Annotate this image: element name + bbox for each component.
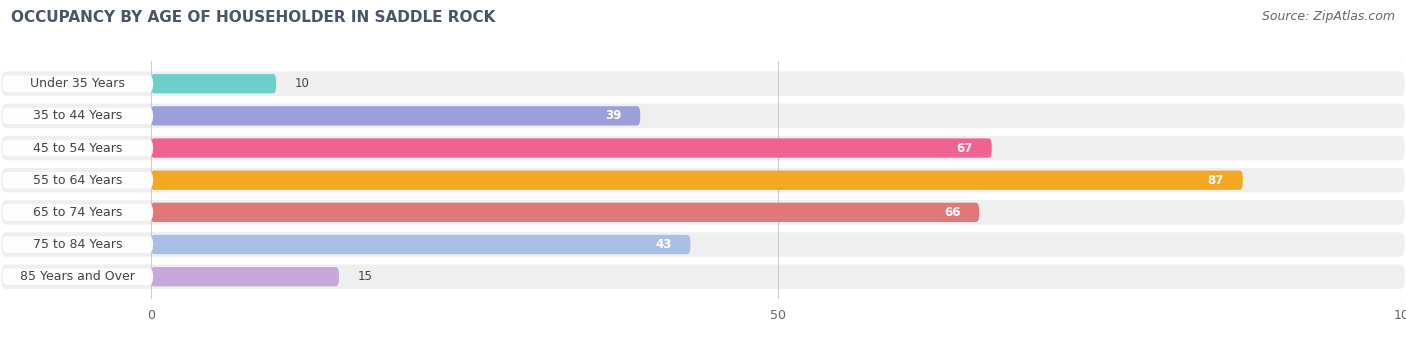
FancyBboxPatch shape (150, 203, 979, 222)
FancyBboxPatch shape (1, 136, 1405, 160)
FancyBboxPatch shape (3, 140, 153, 156)
Text: 10: 10 (295, 77, 309, 90)
Text: 43: 43 (655, 238, 672, 251)
Text: Under 35 Years: Under 35 Years (31, 77, 125, 90)
Text: 85 Years and Over: 85 Years and Over (21, 270, 135, 283)
FancyBboxPatch shape (3, 204, 153, 221)
Text: 35 to 44 Years: 35 to 44 Years (34, 109, 122, 122)
FancyBboxPatch shape (1, 265, 1405, 289)
FancyBboxPatch shape (150, 106, 640, 125)
Text: 75 to 84 Years: 75 to 84 Years (34, 238, 122, 251)
FancyBboxPatch shape (1, 71, 1405, 96)
FancyBboxPatch shape (1, 168, 1405, 192)
FancyBboxPatch shape (1, 200, 1405, 225)
FancyBboxPatch shape (150, 171, 1243, 190)
Text: Source: ZipAtlas.com: Source: ZipAtlas.com (1261, 10, 1395, 23)
FancyBboxPatch shape (3, 269, 153, 285)
FancyBboxPatch shape (150, 138, 991, 158)
Text: 39: 39 (605, 109, 621, 122)
Text: 45 to 54 Years: 45 to 54 Years (34, 141, 122, 155)
Text: 87: 87 (1208, 174, 1225, 187)
FancyBboxPatch shape (3, 236, 153, 253)
FancyBboxPatch shape (3, 172, 153, 188)
FancyBboxPatch shape (150, 74, 276, 94)
FancyBboxPatch shape (1, 104, 1405, 128)
Text: 67: 67 (956, 141, 973, 155)
FancyBboxPatch shape (150, 235, 690, 254)
Text: 15: 15 (357, 270, 373, 283)
Text: 65 to 74 Years: 65 to 74 Years (34, 206, 122, 219)
Text: 66: 66 (943, 206, 960, 219)
Text: 55 to 64 Years: 55 to 64 Years (34, 174, 122, 187)
FancyBboxPatch shape (150, 267, 339, 286)
Text: OCCUPANCY BY AGE OF HOUSEHOLDER IN SADDLE ROCK: OCCUPANCY BY AGE OF HOUSEHOLDER IN SADDL… (11, 10, 496, 25)
FancyBboxPatch shape (3, 108, 153, 124)
FancyBboxPatch shape (1, 232, 1405, 257)
FancyBboxPatch shape (3, 75, 153, 92)
